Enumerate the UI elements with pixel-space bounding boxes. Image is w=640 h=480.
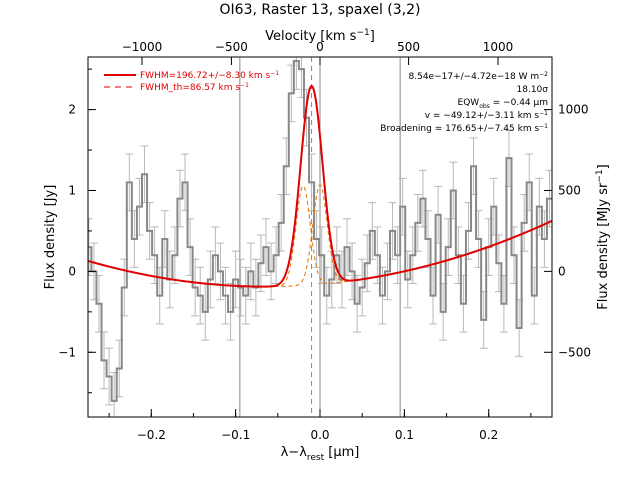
plot-frame — [87, 56, 553, 418]
legend: FWHM=196.72+/−8.30 km s−1 FWHM_th=86.57 … — [104, 70, 279, 93]
top-tick-label: 1000 — [483, 40, 514, 54]
top-tick-label: −500 — [215, 40, 248, 54]
axis-ticks: −0.2 −0.1 0.0 0.1 0.2 −1 0 1 2 −1000 −500 0 500 1000 −… — [58, 40, 591, 442]
spectrum-series — [88, 60, 552, 402]
top-tick-label: −1000 — [122, 40, 163, 54]
x-tick-label: −0.2 — [137, 428, 166, 442]
top-tick-label: 0 — [316, 40, 324, 54]
x-axis-label: λ−λrest [μm] — [281, 445, 360, 463]
x-tick-label: −0.1 — [221, 428, 250, 442]
top-axis-label: Velocity [km s−1] — [265, 28, 375, 44]
y-tick-label: 0 — [68, 264, 76, 278]
y-tick-label: −1 — [58, 345, 76, 359]
y-tick-label: 2 — [68, 103, 76, 117]
annotation-broadening: Broadening = 176.65+/−7.45 km s−1 — [380, 123, 548, 134]
chart-title: OI63, Raster 13, spaxel (3,2) — [220, 2, 421, 18]
x-tick-label: 0.0 — [310, 428, 329, 442]
annotation-sigma: 18.10σ — [517, 85, 549, 95]
top-tick-label: 500 — [397, 40, 420, 54]
right-tick-label: 500 — [558, 183, 581, 197]
legend-label-fwhm: FWHM=196.72+/−8.30 km s−1 — [140, 70, 279, 81]
y-tick-label: 1 — [68, 183, 76, 197]
right-tick-label: −500 — [558, 345, 591, 359]
right-tick-label: 0 — [558, 264, 566, 278]
fit-series — [88, 84, 552, 288]
right-axis-label: Flux density [MJy sr−1] — [595, 164, 611, 309]
legend-label-fwhm-th: FWHM_th=86.57 km s−1 — [140, 82, 249, 93]
right-tick-label: 1000 — [558, 103, 589, 117]
fit-annotations: 8.54e−17+/−4.72e−18 W m−2 18.10σ EQWobs … — [380, 71, 548, 134]
annotation-flux: 8.54e−17+/−4.72e−18 W m−2 — [409, 71, 549, 82]
annotation-eqw: EQWobs = −0.44 μm — [458, 98, 548, 110]
y-axis-label: Flux density [Jy] — [43, 185, 58, 290]
x-tick-label: 0.2 — [479, 428, 498, 442]
spectrum-line — [88, 60, 552, 402]
fit-line — [88, 84, 552, 288]
annotation-velocity: v = −49.12+/−3.11 km s−1 — [425, 110, 548, 121]
x-tick-label: 0.1 — [395, 428, 414, 442]
reference-lines — [239, 57, 401, 417]
